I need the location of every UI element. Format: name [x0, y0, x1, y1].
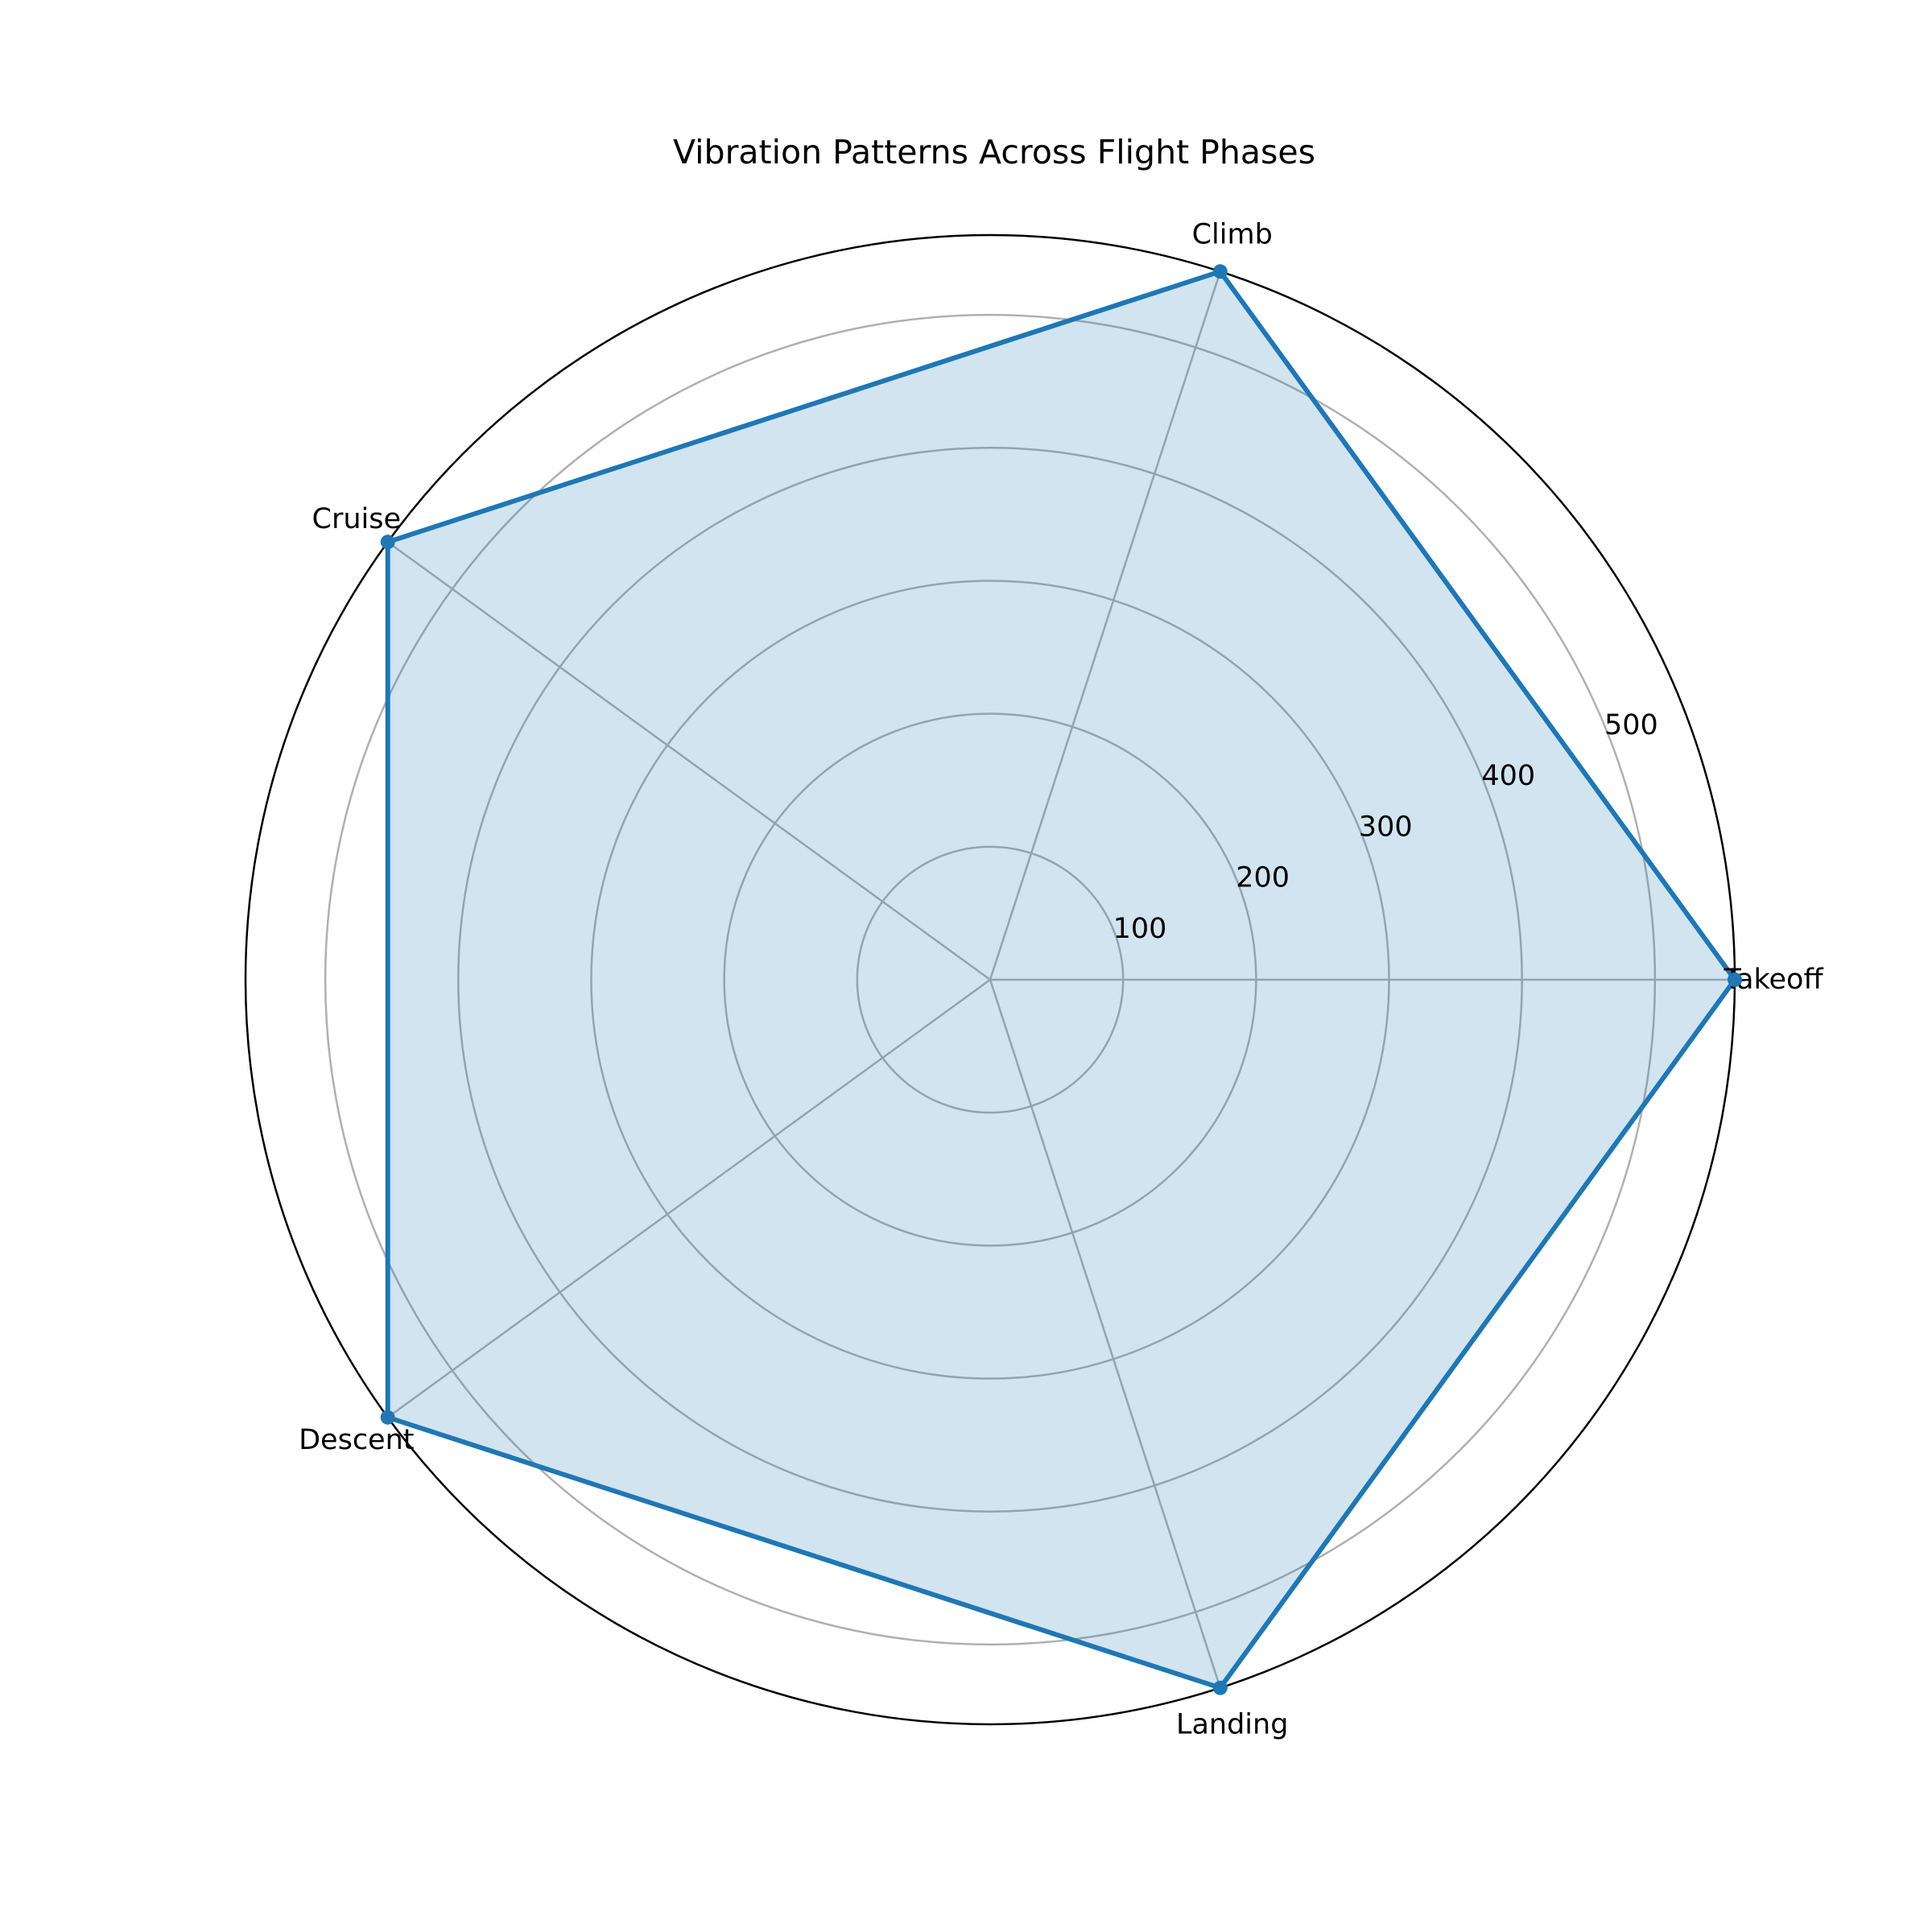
data-point [1212, 1680, 1228, 1695]
series-area [387, 271, 1736, 1688]
category-label: Climb [1192, 219, 1273, 251]
category-label: Cruise [312, 503, 402, 535]
data-point [1212, 264, 1228, 279]
data-point [1728, 972, 1742, 987]
grid-spoke [989, 979, 1222, 1689]
series-markers [380, 264, 1742, 1695]
grid-spoke [989, 270, 1222, 980]
series-line [385, 269, 1737, 1690]
chart-title: Vibration Patterns Across Flight Phases [673, 133, 1315, 171]
radial-tick-label: 100 [1113, 913, 1167, 945]
radial-tick-label: 500 [1604, 709, 1658, 741]
grid-spoke [386, 541, 991, 981]
category-label: Descent [299, 1424, 414, 1456]
radial-tick-label: 300 [1359, 811, 1413, 843]
data-point [380, 535, 395, 550]
radial-tick-label: 400 [1481, 760, 1535, 792]
category-label: Landing [1176, 1708, 1288, 1740]
radial-tick-label: 200 [1236, 862, 1290, 894]
series-layer [385, 269, 1737, 1690]
grid-layer [324, 270, 1735, 1689]
grid-spoke [386, 978, 991, 1418]
data-point [380, 1410, 395, 1425]
radial-tick-labels: 100 200 300 400 500 [1113, 709, 1658, 945]
